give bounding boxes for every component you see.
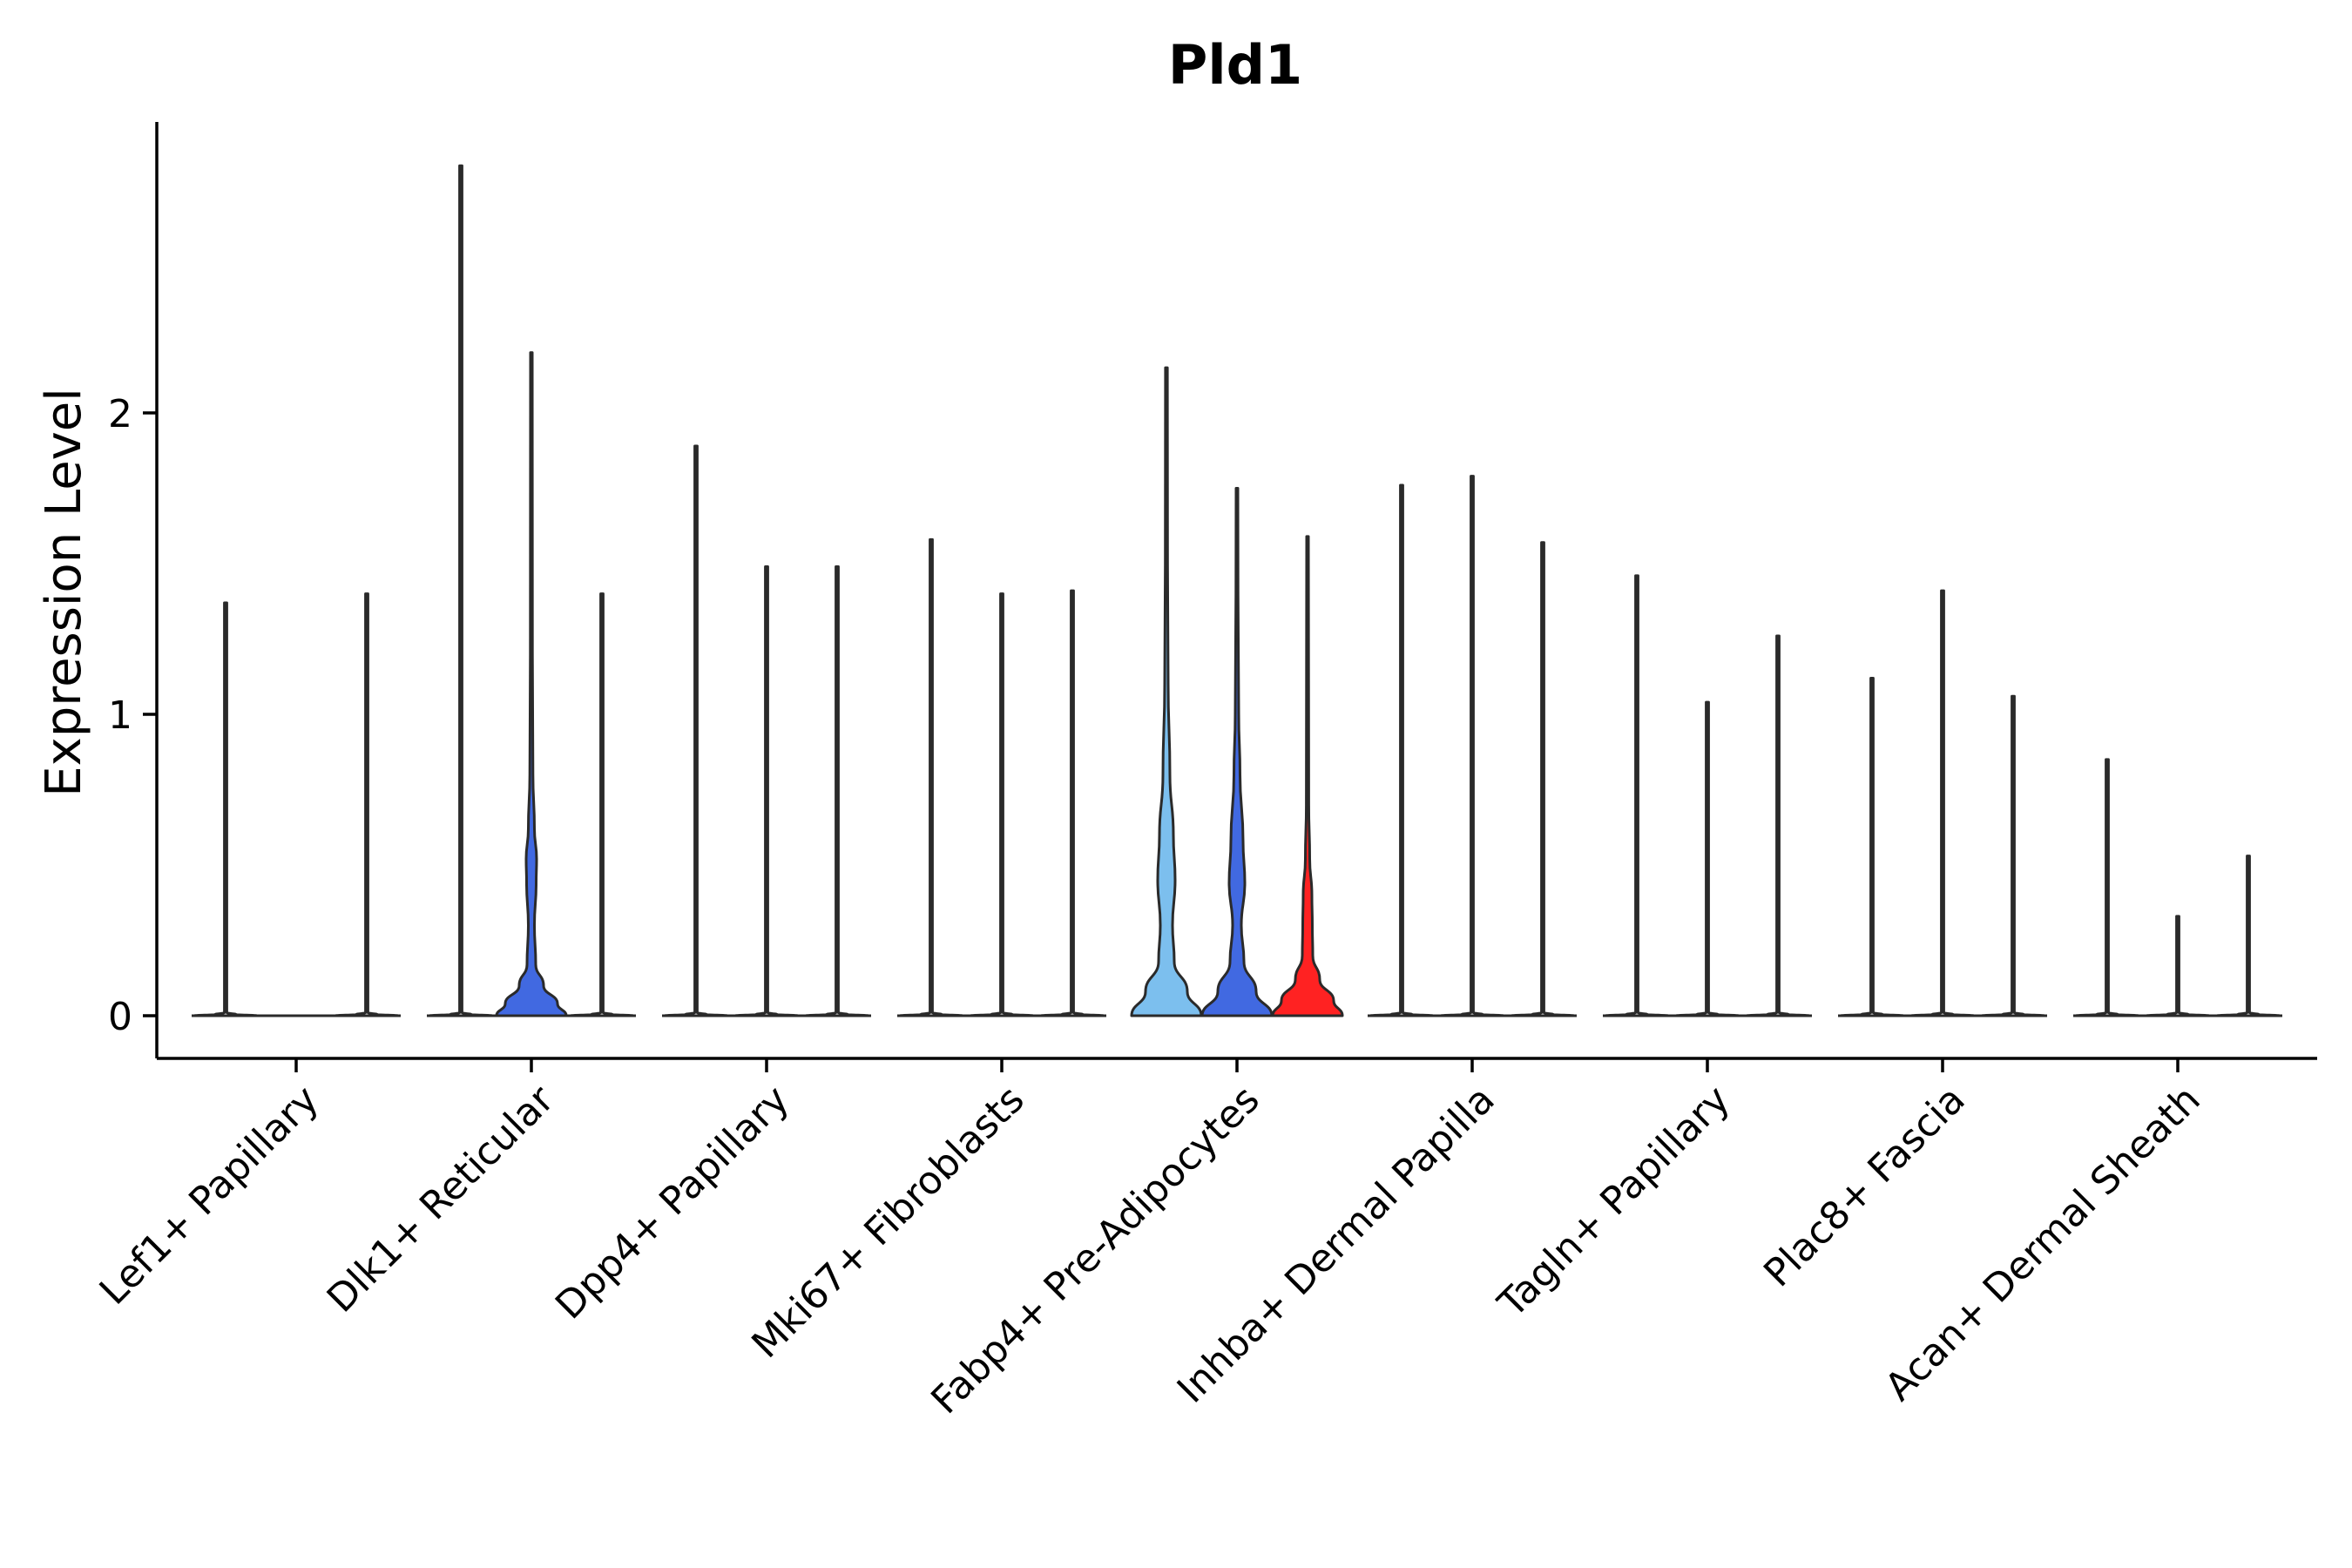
violin [1439, 475, 1505, 1017]
violins [192, 164, 2282, 1017]
violin [1839, 676, 1905, 1017]
violin [428, 164, 494, 1017]
violin [1369, 483, 1435, 1017]
violin [1510, 541, 1576, 1017]
violin [193, 601, 259, 1017]
violin [569, 592, 635, 1017]
x-tick-label: Lef1+ Papillary [91, 1078, 328, 1314]
violin [334, 592, 400, 1017]
violin [1039, 589, 1105, 1017]
violin [969, 592, 1035, 1017]
violin [1130, 366, 1203, 1017]
violin [1909, 589, 1976, 1017]
violin [733, 564, 800, 1017]
chart-title: Pld1 [1168, 33, 1302, 97]
violin [898, 537, 964, 1017]
x-tick-label: Plac8+ Fascia [1755, 1078, 1974, 1296]
violin [1980, 694, 2046, 1017]
y-axis-title: Expression Level [36, 388, 92, 797]
violin [2074, 758, 2140, 1017]
violin [1200, 486, 1274, 1017]
violin [804, 564, 870, 1017]
violin [2215, 855, 2281, 1017]
violin [1604, 574, 1670, 1017]
y-tick-label: 2 [108, 392, 132, 436]
violin [1745, 634, 1811, 1017]
y-tick-label: 0 [108, 995, 132, 1039]
y-tick-label: 1 [108, 693, 132, 738]
x-tick-label: Dpp4+ Papillary [547, 1078, 798, 1328]
x-tick-label: Dlk1+ Reticular [319, 1077, 564, 1321]
x-tick-label: Tagln+ Papillary [1490, 1078, 1739, 1327]
violin [2145, 915, 2211, 1017]
violin [663, 444, 729, 1017]
violin [495, 351, 568, 1017]
y-ticks: 0 1 2 [108, 392, 157, 1039]
violin [1674, 700, 1740, 1017]
violin [1271, 535, 1344, 1017]
